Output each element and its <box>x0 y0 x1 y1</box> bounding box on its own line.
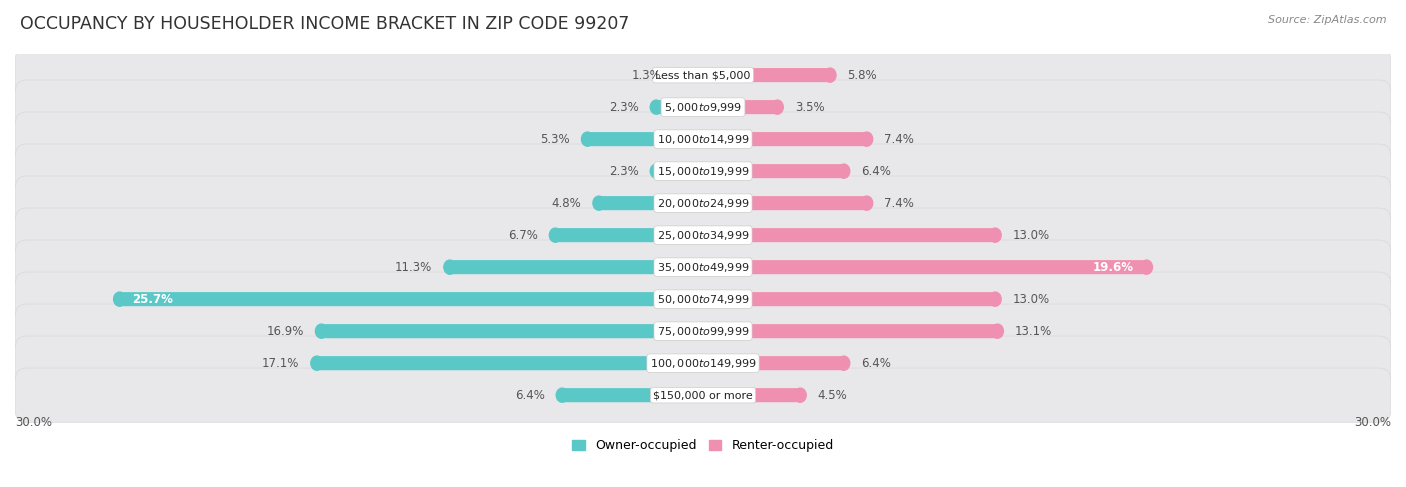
Text: 6.7%: 6.7% <box>508 229 538 242</box>
FancyBboxPatch shape <box>703 132 866 146</box>
FancyBboxPatch shape <box>15 368 1391 422</box>
Text: 2.3%: 2.3% <box>609 101 638 113</box>
Circle shape <box>1140 260 1153 274</box>
Text: 30.0%: 30.0% <box>15 416 52 430</box>
Circle shape <box>990 228 1001 242</box>
Circle shape <box>860 196 873 210</box>
Text: $15,000 to $19,999: $15,000 to $19,999 <box>657 165 749 178</box>
Circle shape <box>860 132 873 146</box>
Text: 13.0%: 13.0% <box>1012 229 1050 242</box>
Text: $100,000 to $149,999: $100,000 to $149,999 <box>650 356 756 370</box>
FancyBboxPatch shape <box>703 388 800 402</box>
FancyBboxPatch shape <box>703 356 844 370</box>
Text: $35,000 to $49,999: $35,000 to $49,999 <box>657 261 749 274</box>
FancyBboxPatch shape <box>15 240 1391 294</box>
FancyBboxPatch shape <box>703 324 997 338</box>
Text: 4.5%: 4.5% <box>818 389 848 402</box>
Circle shape <box>673 68 685 82</box>
FancyBboxPatch shape <box>322 324 703 338</box>
FancyBboxPatch shape <box>703 100 778 114</box>
Circle shape <box>315 324 328 338</box>
FancyBboxPatch shape <box>703 196 866 210</box>
Circle shape <box>794 388 806 402</box>
Circle shape <box>991 324 1004 338</box>
Text: 6.4%: 6.4% <box>515 389 544 402</box>
Text: 4.8%: 4.8% <box>551 197 582 209</box>
Circle shape <box>114 292 125 306</box>
FancyBboxPatch shape <box>703 164 844 178</box>
Text: $10,000 to $14,999: $10,000 to $14,999 <box>657 132 749 146</box>
Text: Source: ZipAtlas.com: Source: ZipAtlas.com <box>1268 15 1386 25</box>
Text: 5.3%: 5.3% <box>540 132 569 146</box>
Text: $150,000 or more: $150,000 or more <box>654 390 752 400</box>
Text: 1.3%: 1.3% <box>631 69 662 82</box>
FancyBboxPatch shape <box>15 272 1391 326</box>
Text: 3.5%: 3.5% <box>794 101 824 113</box>
Circle shape <box>650 100 662 114</box>
Text: 6.4%: 6.4% <box>862 356 891 370</box>
FancyBboxPatch shape <box>657 100 703 114</box>
FancyBboxPatch shape <box>450 260 703 274</box>
Text: 5.8%: 5.8% <box>848 69 877 82</box>
FancyBboxPatch shape <box>555 228 703 242</box>
Circle shape <box>444 260 456 274</box>
Circle shape <box>650 164 662 178</box>
Circle shape <box>838 356 849 370</box>
Circle shape <box>311 356 323 370</box>
FancyBboxPatch shape <box>15 176 1391 230</box>
Text: 25.7%: 25.7% <box>132 293 173 306</box>
FancyBboxPatch shape <box>679 68 703 82</box>
FancyBboxPatch shape <box>15 48 1391 102</box>
FancyBboxPatch shape <box>703 68 830 82</box>
Circle shape <box>582 132 593 146</box>
Text: $75,000 to $99,999: $75,000 to $99,999 <box>657 325 749 337</box>
FancyBboxPatch shape <box>15 304 1391 358</box>
Text: 13.0%: 13.0% <box>1012 293 1050 306</box>
Text: 6.4%: 6.4% <box>862 165 891 178</box>
Text: 30.0%: 30.0% <box>1354 416 1391 430</box>
Circle shape <box>772 100 783 114</box>
FancyBboxPatch shape <box>15 144 1391 198</box>
Text: 7.4%: 7.4% <box>884 197 914 209</box>
Circle shape <box>824 68 837 82</box>
Text: $25,000 to $34,999: $25,000 to $34,999 <box>657 229 749 242</box>
Circle shape <box>557 388 568 402</box>
Text: Less than $5,000: Less than $5,000 <box>655 70 751 80</box>
FancyBboxPatch shape <box>15 112 1391 166</box>
Circle shape <box>990 292 1001 306</box>
Text: 11.3%: 11.3% <box>395 261 433 274</box>
Circle shape <box>593 196 605 210</box>
FancyBboxPatch shape <box>703 292 995 306</box>
FancyBboxPatch shape <box>703 228 995 242</box>
Text: 16.9%: 16.9% <box>267 325 304 337</box>
Text: 17.1%: 17.1% <box>262 356 299 370</box>
Text: $5,000 to $9,999: $5,000 to $9,999 <box>664 101 742 113</box>
Legend: Owner-occupied, Renter-occupied: Owner-occupied, Renter-occupied <box>572 439 834 452</box>
FancyBboxPatch shape <box>562 388 703 402</box>
FancyBboxPatch shape <box>657 164 703 178</box>
FancyBboxPatch shape <box>703 260 1146 274</box>
Text: 7.4%: 7.4% <box>884 132 914 146</box>
Text: 13.1%: 13.1% <box>1015 325 1052 337</box>
Text: 2.3%: 2.3% <box>609 165 638 178</box>
Circle shape <box>838 164 849 178</box>
Text: $20,000 to $24,999: $20,000 to $24,999 <box>657 197 749 209</box>
FancyBboxPatch shape <box>15 336 1391 390</box>
Text: 19.6%: 19.6% <box>1092 261 1135 274</box>
Text: $50,000 to $74,999: $50,000 to $74,999 <box>657 293 749 306</box>
FancyBboxPatch shape <box>599 196 703 210</box>
Circle shape <box>550 228 561 242</box>
FancyBboxPatch shape <box>316 356 703 370</box>
FancyBboxPatch shape <box>15 80 1391 134</box>
FancyBboxPatch shape <box>120 292 703 306</box>
FancyBboxPatch shape <box>588 132 703 146</box>
FancyBboxPatch shape <box>15 208 1391 262</box>
Text: OCCUPANCY BY HOUSEHOLDER INCOME BRACKET IN ZIP CODE 99207: OCCUPANCY BY HOUSEHOLDER INCOME BRACKET … <box>20 15 628 33</box>
